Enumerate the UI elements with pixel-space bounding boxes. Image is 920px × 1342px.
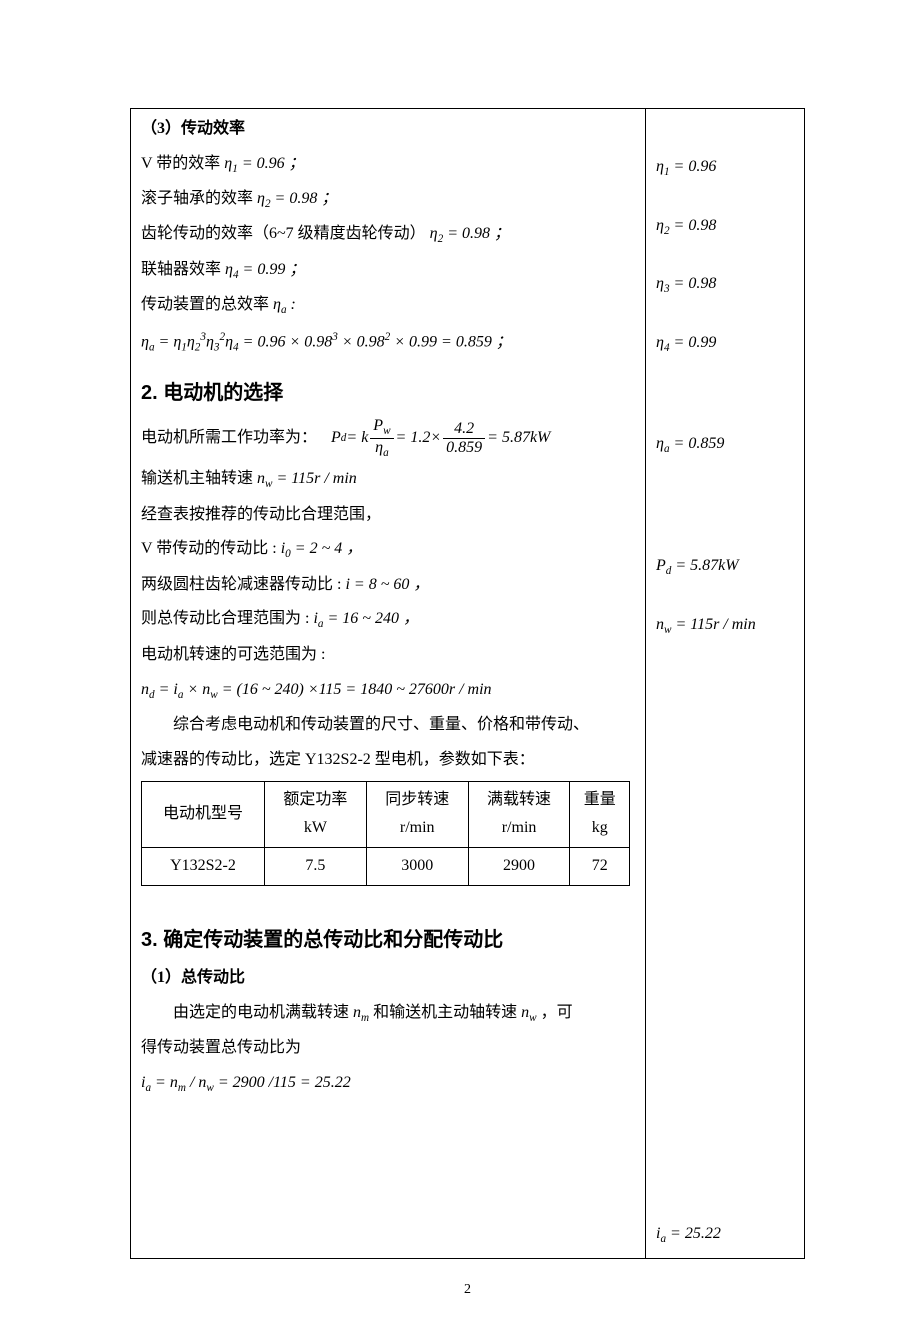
eta4-line: 联轴器效率 η4 = 0.99 ； xyxy=(141,256,635,285)
pd-formula: Pd = k Pwηa = 1.2× 4.20.859 = 5.87kW xyxy=(331,417,550,459)
nd-formula: nd = ia × nw = (16 ~ 240) ×115 = 1840 ~ … xyxy=(141,676,635,705)
r-ia: ia = 25.22 xyxy=(656,1220,798,1249)
eta2-expr: η2 = 0.98 ； xyxy=(257,190,337,207)
th-power-unit: kW xyxy=(264,814,366,847)
td-model: Y132S2-2 xyxy=(142,848,265,886)
th-sync-top: 同步转速 xyxy=(366,781,468,814)
th-weight-unit: kg xyxy=(570,814,630,847)
pd-label: 电动机所需工作功率为： xyxy=(141,424,317,453)
table-header-row-1: 电动机型号 额定功率 同步转速 满载转速 重量 xyxy=(142,781,630,814)
eta2-line: 滚子轴承的效率 η2 = 0.98 ； xyxy=(141,185,635,214)
nw-line: 输送机主轴转速 nw = 115r / min xyxy=(141,465,635,494)
main-two-col-frame: （3）传动效率 V 带的效率 η1 = 0.96 ； 滚子轴承的效率 η2 = … xyxy=(130,108,805,1259)
i0-line: V 带传动的传动比 : i0 = 2 ~ 4 ， xyxy=(141,535,635,564)
i0-label: V 带传动的传动比 : xyxy=(141,540,277,557)
pd-den2: 0.859 xyxy=(443,439,485,457)
eta-a-formula: ηa = η1η23η32η4 = 0.96 × 0.983 × 0.982 ×… xyxy=(141,327,635,358)
nw-expr: nw = 115r / min xyxy=(257,470,357,487)
consider-line-2: 减速器的传动比，选定 Y132S2-2 型电机，参数如下表： xyxy=(141,746,635,775)
ia-expr: ia = 16 ~ 240 ， xyxy=(313,610,419,627)
page-container: （3）传动效率 V 带的效率 η1 = 0.96 ； 滚子轴承的效率 η2 = … xyxy=(130,108,805,1302)
subsection-3-title: （3）传动效率 xyxy=(141,115,635,144)
eta4-expr: η4 = 0.99 ； xyxy=(225,261,305,278)
ia-calc-formula: ia = nm / nw = 2900 /115 = 25.22 xyxy=(141,1069,635,1098)
motor-spec-table: 电动机型号 额定功率 同步转速 满载转速 重量 kW r/min r/min k… xyxy=(141,781,630,886)
eta1-label: V 带的效率 xyxy=(141,155,220,172)
th-full-unit: r/min xyxy=(468,814,570,847)
th-power-top: 额定功率 xyxy=(264,781,366,814)
results-column: η1 = 0.96 η2 = 0.98 η3 = 0.98 η4 = 0.99 … xyxy=(646,109,804,1258)
lookup-line: 经查表按推荐的传动比合理范围， xyxy=(141,501,635,530)
r-etaa: ηa = 0.859 xyxy=(656,430,798,459)
th-model: 电动机型号 xyxy=(142,781,265,848)
r-eta3: η3 = 0.98 xyxy=(656,270,798,299)
r-eta1: η1 = 0.96 xyxy=(656,153,798,182)
pd-line: 电动机所需工作功率为： Pd = k Pwηa = 1.2× 4.20.859 … xyxy=(141,417,635,459)
td-full: 2900 xyxy=(468,848,570,886)
r-eta4: η4 = 0.99 xyxy=(656,329,798,358)
eta1-line: V 带的效率 η1 = 0.96 ； xyxy=(141,150,635,179)
td-weight: 72 xyxy=(570,848,630,886)
eta3-expr: η2 = 0.98 ； xyxy=(430,225,510,242)
eta3-line: 齿轮传动的效率（6~7 级精度齿轮传动） η2 = 0.98 ； xyxy=(141,220,635,249)
ia-label: 则总传动比合理范围为 : xyxy=(141,610,309,627)
td-sync: 3000 xyxy=(366,848,468,886)
pd-num2: 4.2 xyxy=(443,420,485,439)
section-3-title: 3. 确定传动装置的总传动比和分配传动比 xyxy=(141,922,635,958)
eta1-expr: η1 = 0.96 ； xyxy=(224,155,304,172)
nw-label: 输送机主轴转速 xyxy=(141,470,253,487)
th-sync-unit: r/min xyxy=(366,814,468,847)
sub-1-title: （1）总传动比 xyxy=(141,964,635,993)
td-power: 7.5 xyxy=(264,848,366,886)
th-full-top: 满载转速 xyxy=(468,781,570,814)
r-eta2: η2 = 0.98 xyxy=(656,212,798,241)
igear-line: 两级圆柱齿轮减速器传动比 : i = 8 ~ 60 ， xyxy=(141,571,635,600)
eta3-label: 齿轮传动的效率（6~7 级精度齿轮传动） xyxy=(141,225,426,242)
i0-expr: i0 = 2 ~ 4 ， xyxy=(281,540,363,557)
igear-expr: i = 8 ~ 60 ， xyxy=(345,576,429,593)
sub1-line-2: 得传动装置总传动比为 xyxy=(141,1034,635,1063)
consider-line-1: 综合考虑电动机和传动装置的尺寸、重量、价格和带传动、 xyxy=(141,711,635,740)
eta-a-symbol: ηa : xyxy=(273,296,296,313)
ia-range-line: 则总传动比合理范围为 : ia = 16 ~ 240 ， xyxy=(141,605,635,634)
r-nw: nw = 115r / min xyxy=(656,611,798,640)
page-number: 2 xyxy=(130,1277,805,1302)
igear-label: 两级圆柱齿轮减速器传动比 : xyxy=(141,576,341,593)
total-eff-label-line: 传动装置的总效率 ηa : xyxy=(141,291,635,320)
eta4-label: 联轴器效率 xyxy=(141,261,221,278)
pd-den1: ηa xyxy=(370,439,393,460)
sub1-line: 由选定的电动机满载转速 nm 和输送机主动轴转速 nw ，可 xyxy=(141,999,635,1028)
pd-result: = 5.87kW xyxy=(487,424,550,453)
th-weight-top: 重量 xyxy=(570,781,630,814)
pd-num1: Pw xyxy=(370,417,393,439)
section-2-title: 2. 电动机的选择 xyxy=(141,375,635,411)
eta2-label: 滚子轴承的效率 xyxy=(141,190,253,207)
nd-label-line: 电动机转速的可选范围为 : xyxy=(141,641,635,670)
total-eff-label: 传动装置的总效率 xyxy=(141,296,269,313)
r-pd: Pd = 5.87kW xyxy=(656,552,798,581)
table-data-row: Y132S2-2 7.5 3000 2900 72 xyxy=(142,848,630,886)
content-column: （3）传动效率 V 带的效率 η1 = 0.96 ； 滚子轴承的效率 η2 = … xyxy=(131,109,646,1258)
